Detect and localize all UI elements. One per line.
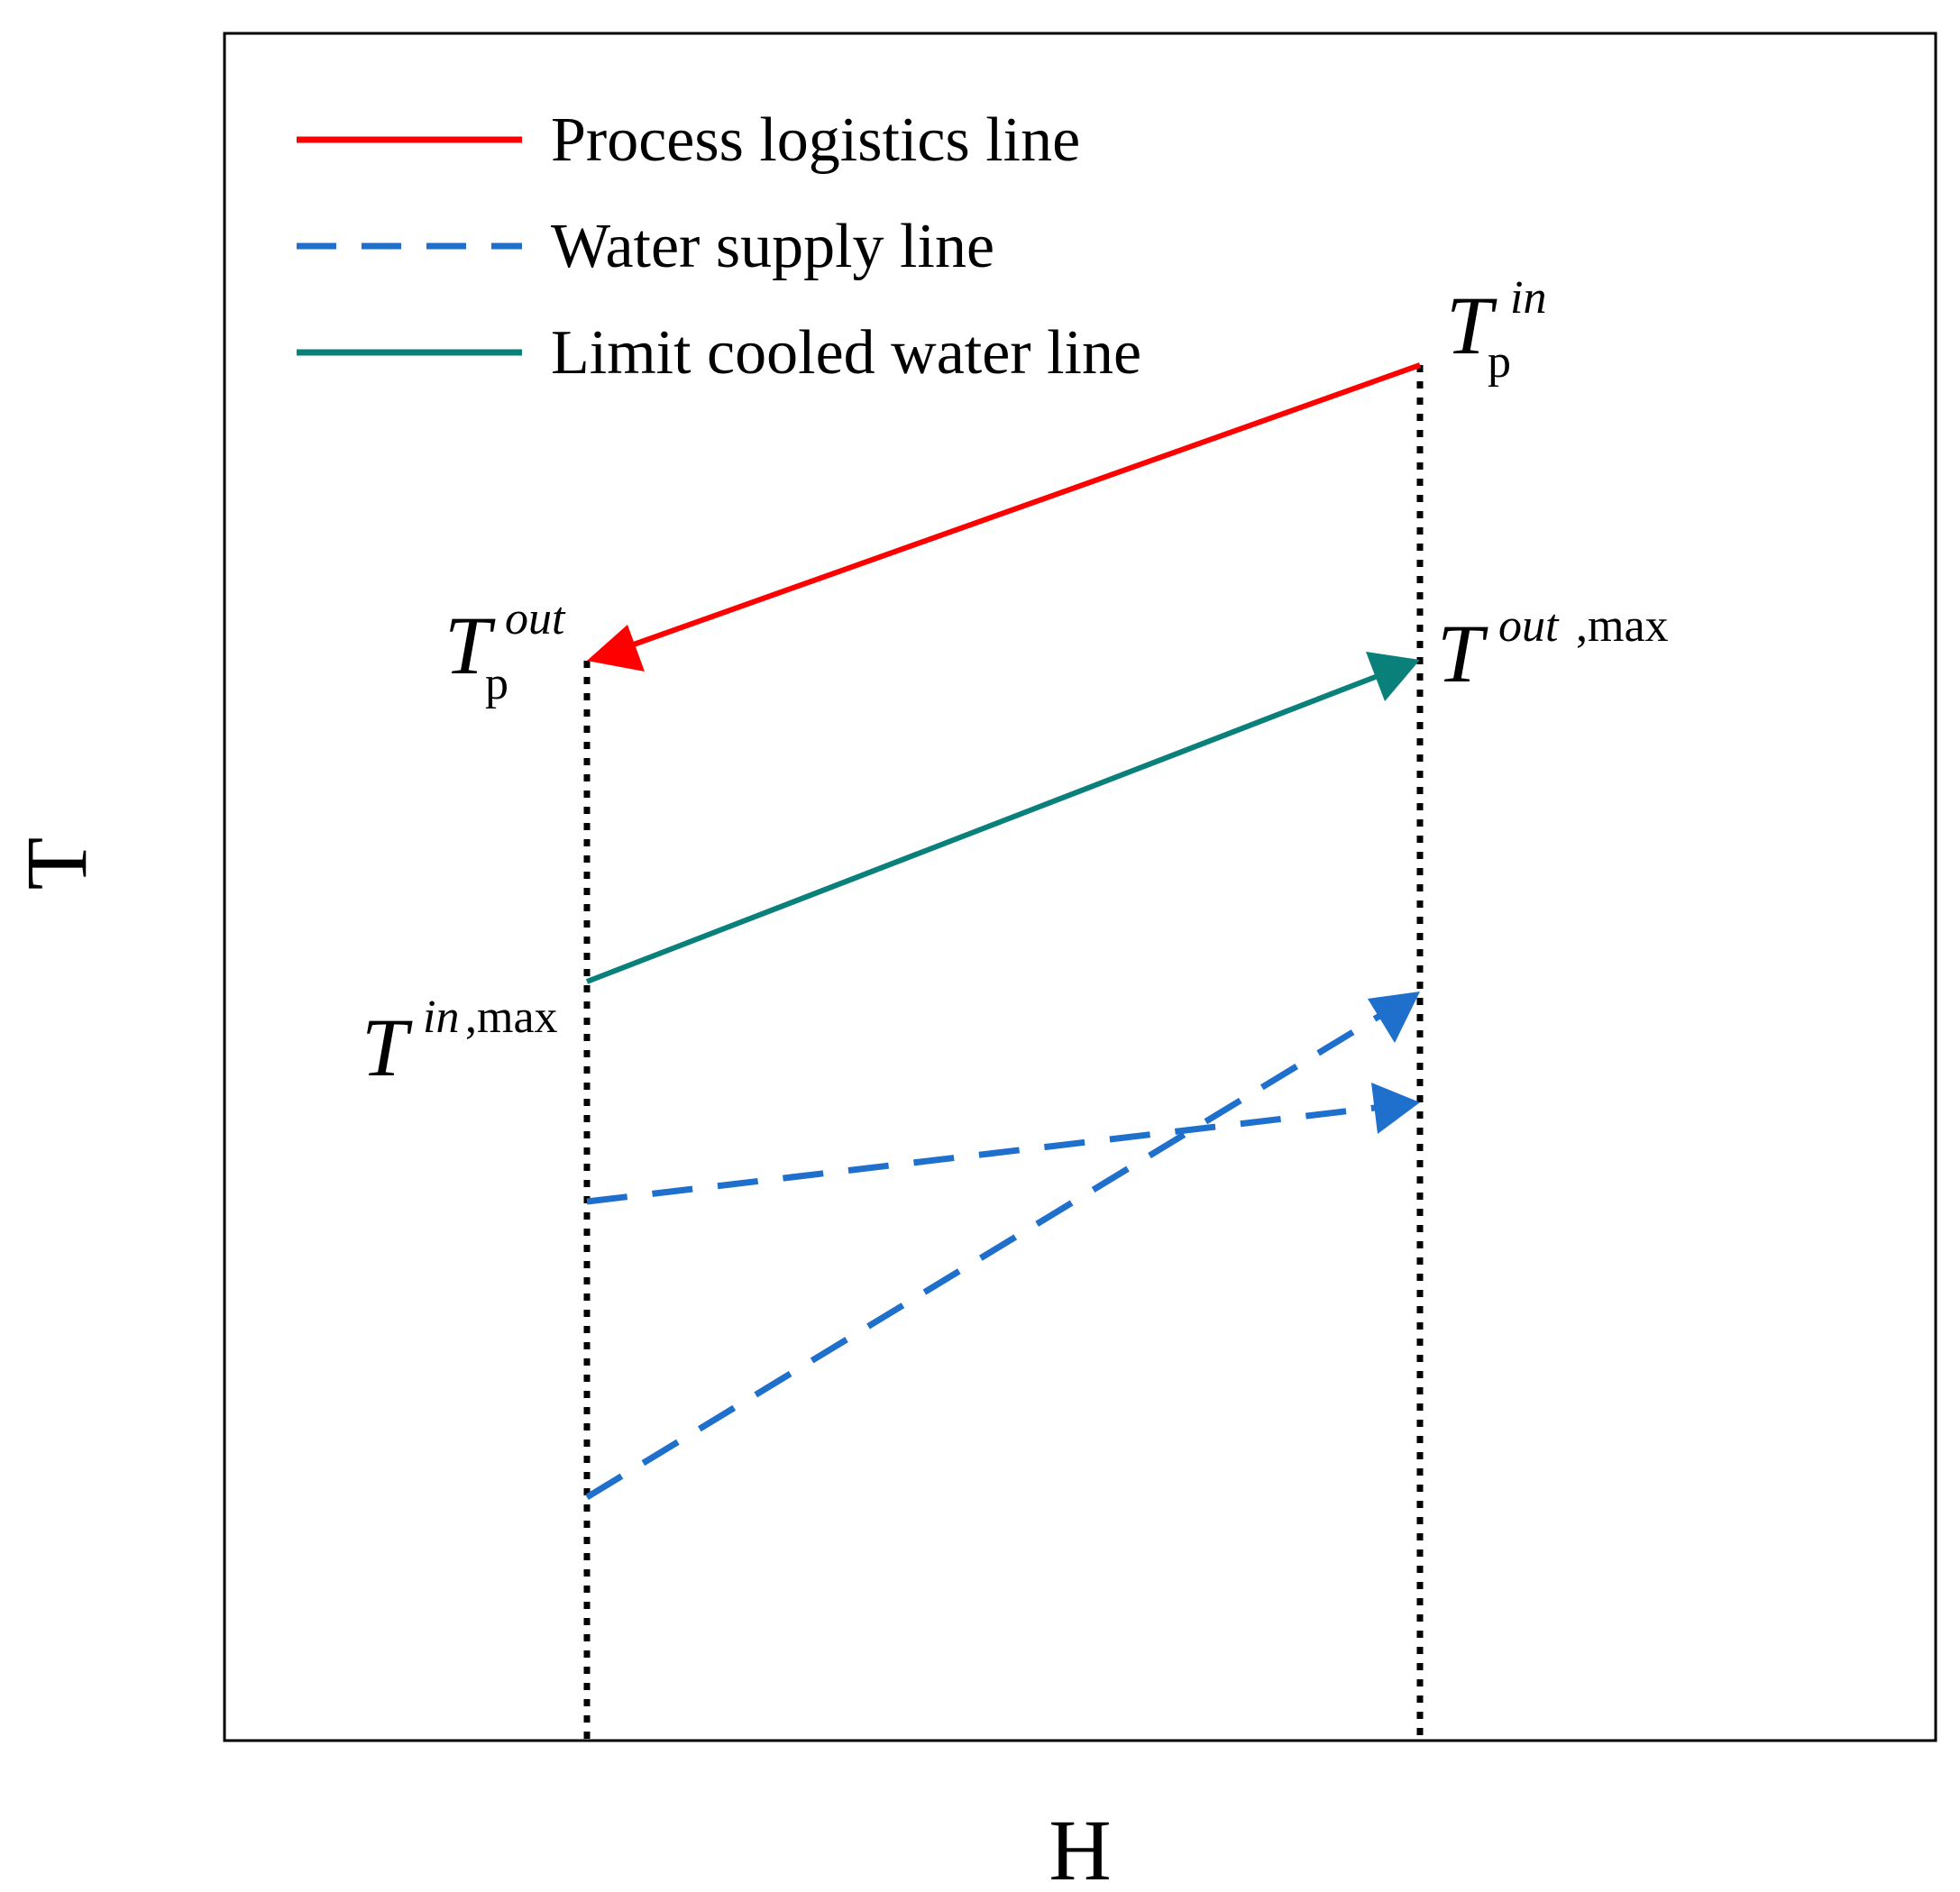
limit-cooled-water-line bbox=[585, 673, 1379, 984]
legend-label-limit: Limit cooled water line bbox=[551, 318, 1141, 388]
legend-label-process: Process logistics line bbox=[551, 105, 1080, 175]
svg-text:out: out bbox=[1498, 600, 1560, 652]
water-arrow-head-1 bbox=[1371, 1083, 1420, 1134]
label-t-in-max: T in ,max bbox=[362, 992, 558, 1093]
label-tp-in: T in p bbox=[1446, 272, 1546, 388]
svg-text:T: T bbox=[1437, 608, 1488, 699]
limit-arrow-head bbox=[1366, 652, 1420, 701]
legend-label-water: Water supply line bbox=[551, 212, 994, 281]
svg-text:in: in bbox=[1510, 272, 1546, 324]
plot-frame bbox=[223, 32, 1937, 1742]
svg-text:T: T bbox=[362, 1001, 413, 1093]
label-t-out-max: T out ,max bbox=[1437, 600, 1669, 699]
process-arrow-head bbox=[587, 625, 645, 672]
svg-text:out: out bbox=[505, 593, 566, 644]
label-tp-out: T out p bbox=[444, 593, 566, 709]
svg-text:p: p bbox=[485, 658, 508, 709]
water-supply-line-2 bbox=[585, 1012, 1383, 1500]
svg-text:p: p bbox=[1488, 336, 1511, 388]
svg-text:T: T bbox=[444, 599, 496, 691]
svg-text:in: in bbox=[423, 992, 459, 1043]
svg-text:,max: ,max bbox=[1576, 600, 1669, 652]
y-axis-label: T bbox=[8, 837, 105, 891]
legend: Process logistics line Water supply line… bbox=[297, 105, 1141, 388]
svg-text:T: T bbox=[1446, 279, 1497, 371]
process-logistics-line bbox=[629, 362, 1422, 648]
water-supply-line-1 bbox=[586, 1104, 1376, 1205]
svg-text:,max: ,max bbox=[465, 992, 558, 1043]
water-arrow-head-2 bbox=[1368, 992, 1420, 1043]
x-axis-label: H bbox=[1049, 1802, 1111, 1892]
